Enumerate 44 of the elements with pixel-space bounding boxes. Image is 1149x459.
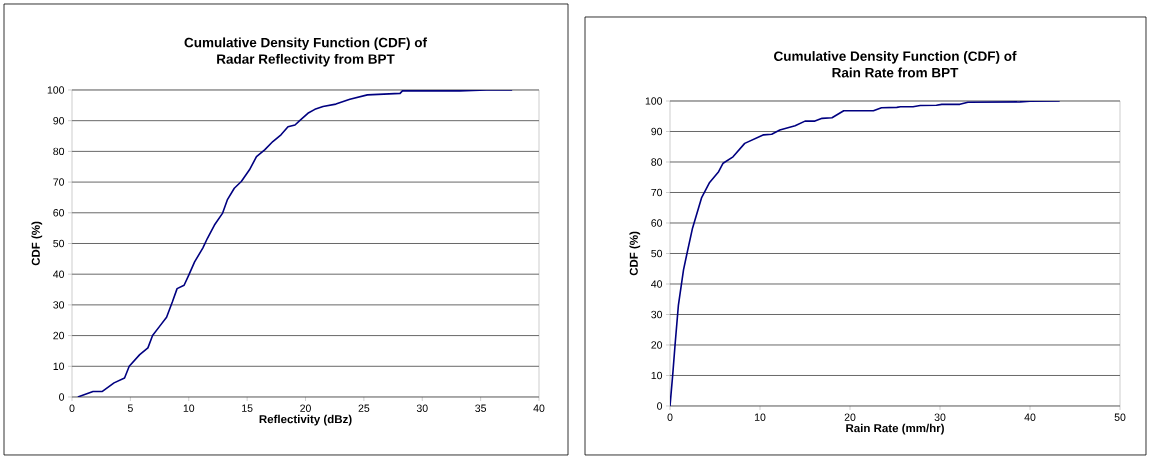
x-tick-label: 0	[667, 413, 673, 421]
x-axis-title: Reflectivity (dBz)	[259, 414, 352, 426]
x-tick-label: 20	[844, 413, 856, 421]
x-tick-label: 30	[934, 413, 946, 421]
y-tick-label: 80	[651, 158, 663, 166]
y-tick-label: 70	[53, 178, 65, 186]
y-tick-label: 60	[53, 209, 65, 217]
y-tick-label: 50	[53, 239, 65, 248]
y-axis-title: CDF (%)	[629, 231, 641, 276]
x-tick-label: 15	[242, 404, 253, 412]
line-series	[670, 100, 1061, 406]
line-series	[77, 89, 513, 397]
y-axis-title: CDF (%)	[31, 221, 43, 266]
x-tick-label: 0	[69, 404, 75, 412]
x-tick-label: 40	[533, 404, 545, 412]
x-tick-label: 10	[754, 413, 766, 421]
y-tick-label: 60	[651, 219, 663, 227]
x-tick-label: 35	[475, 404, 487, 412]
x-tick-label: 20	[300, 404, 311, 412]
x-tick-label: 10	[183, 404, 195, 412]
chart-title: Cumulative Density Function (CDF) of Rain Rate from BPT	[774, 51, 1017, 78]
y-tick-label: 90	[53, 116, 65, 125]
y-tick-label: 40	[53, 270, 65, 278]
y-tick-label: 80	[53, 147, 65, 156]
y-tick-label: 20	[53, 331, 65, 340]
y-tick-label: 70	[651, 188, 663, 197]
x-tick-label: 50	[1114, 413, 1126, 421]
y-tick-label: 90	[651, 127, 663, 136]
y-tick-label: 10	[651, 371, 663, 380]
y-tick-label: 100	[47, 86, 65, 94]
x-tick-label: 5	[127, 404, 133, 412]
x-tick-label: 40	[1024, 413, 1036, 421]
y-tick-label: 20	[651, 341, 663, 349]
y-tick-label: 30	[53, 301, 65, 309]
y-tick-label: 100	[645, 97, 663, 105]
y-tick-label: 0	[59, 393, 65, 401]
y-tick-label: 50	[651, 249, 663, 258]
y-tick-label: 30	[651, 310, 663, 319]
y-tick-label: 10	[53, 362, 65, 371]
chart-title: Cumulative Density Function (CDF) of Radar Reflectivity from BPT	[184, 37, 428, 67]
x-tick-label: 25	[358, 404, 370, 412]
x-axis-title: Rain Rate (mm/hr)	[846, 423, 944, 435]
y-tick-label: 40	[651, 280, 663, 288]
x-tick-label: 30	[416, 404, 428, 412]
